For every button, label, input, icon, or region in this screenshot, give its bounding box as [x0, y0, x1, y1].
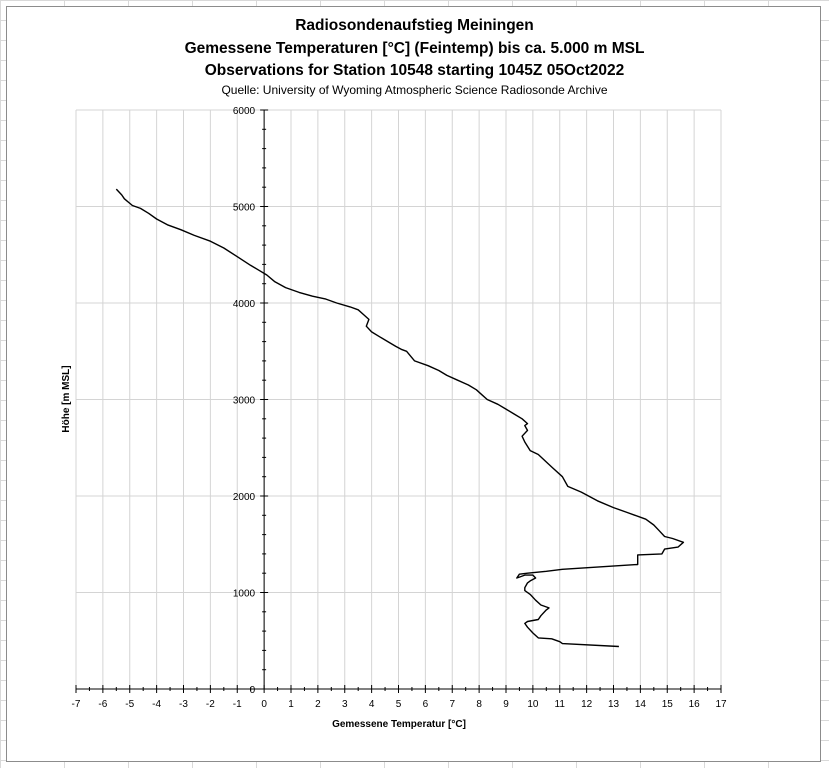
y-tick-label: 3000 [233, 396, 256, 407]
chart-title-line-1: Radiosondenaufstieg Meiningen [295, 17, 534, 34]
y-tick-label: 4000 [233, 299, 256, 310]
x-tick-label: 16 [689, 699, 701, 710]
x-tick-label: -2 [206, 699, 215, 710]
x-tick-label: 11 [555, 699, 566, 710]
x-tick-label: 4 [369, 699, 375, 710]
x-tick-label: -6 [98, 699, 107, 710]
x-tick-label: -3 [179, 699, 188, 710]
x-tick-label: -7 [72, 699, 81, 710]
chart-subtitle: Quelle: University of Wyoming Atmospheri… [221, 83, 608, 97]
gridlines [75, 109, 722, 690]
y-axis-title: Höhe [m MSL] [61, 365, 72, 432]
x-tick-label: -4 [152, 699, 161, 710]
x-tick-label: 8 [476, 699, 482, 710]
x-tick-label: -1 [233, 699, 242, 710]
y-tick-label: 1000 [233, 589, 256, 600]
series-layer [115, 188, 685, 648]
chart-area [6, 6, 821, 762]
chart-title-line-3: Observations for Station 10548 starting … [204, 62, 625, 79]
x-tick-label: 1 [288, 699, 294, 710]
x-tick-label: 10 [527, 699, 539, 710]
x-tick-label: 0 [261, 699, 267, 710]
x-tick-label: 12 [581, 699, 593, 710]
x-tick-label: 5 [396, 699, 402, 710]
x-tick-label: 13 [608, 699, 620, 710]
x-tick-label: 2 [315, 699, 321, 710]
y-tick-label: 6000 [233, 106, 256, 117]
x-tick-label: 14 [635, 699, 647, 710]
chart-title-line-2: Gemessene Temperaturen [°C] (Feintemp) b… [184, 40, 645, 57]
temperature-profile-line [115, 188, 685, 648]
x-tick-label: 7 [449, 699, 455, 710]
y-tick-label: 0 [250, 685, 256, 696]
x-tick-label: 15 [662, 699, 674, 710]
x-axis-title: Gemessene Temperatur [°C] [332, 719, 466, 730]
tick-labels: -7 -6 -5 -4 -3 -2 -1 0 1 2 3 4 5 6 7 8 9 10 11 12 13 14 15 16 17… [72, 106, 727, 710]
x-tick-label: -5 [125, 699, 134, 710]
y-tick-label: 5000 [233, 203, 256, 214]
y-tick-label: 2000 [233, 492, 256, 503]
x-tick-label: 17 [715, 699, 727, 710]
x-tick-label: 3 [342, 699, 348, 710]
x-tick-label: 9 [503, 699, 509, 710]
x-tick-label: 6 [423, 699, 429, 710]
axes [75, 109, 722, 693]
